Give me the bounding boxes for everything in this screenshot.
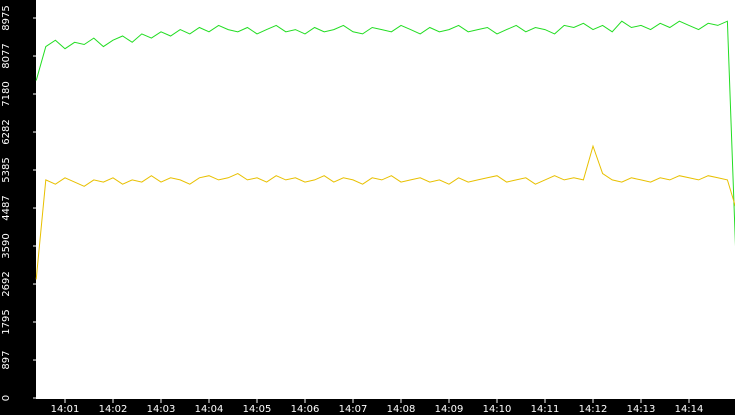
x-tick-label: 14:09 [435,404,464,415]
y-tick-label: 0 [1,395,12,401]
y-tick-label: 1795 [1,309,12,334]
y-tick-label: 5385 [1,157,12,182]
x-tick-label: 14:10 [483,404,512,415]
x-tick-label: 14:11 [531,404,560,415]
y-tick-label: 8077 [1,43,12,68]
x-tick-label: 14:12 [579,404,608,415]
x-tick-label: 14:14 [675,404,704,415]
y-tick-label: 3590 [1,233,12,258]
x-tick-label: 14:08 [387,404,416,415]
y-tick-label: 897 [1,350,12,369]
x-tick-label: 14:01 [51,404,80,415]
series-line [35,20,735,247]
y-tick-label: 7180 [1,81,12,106]
x-tick-label: 14:13 [627,404,656,415]
series-line [35,144,735,280]
x-tick-label: 14:07 [339,404,368,415]
y-tick-label: 8975 [1,5,12,30]
x-tick-label: 14:03 [147,404,176,415]
y-tick-label: 4487 [1,195,12,220]
x-tick-label: 14:05 [243,404,272,415]
x-tick-label: 14:02 [99,404,128,415]
y-tick-label: 6282 [1,119,12,144]
plot-area [36,0,735,399]
x-tick-label: 14:06 [291,404,320,415]
y-tick-label: 2692 [1,271,12,296]
x-tick-label: 14:04 [195,404,224,415]
